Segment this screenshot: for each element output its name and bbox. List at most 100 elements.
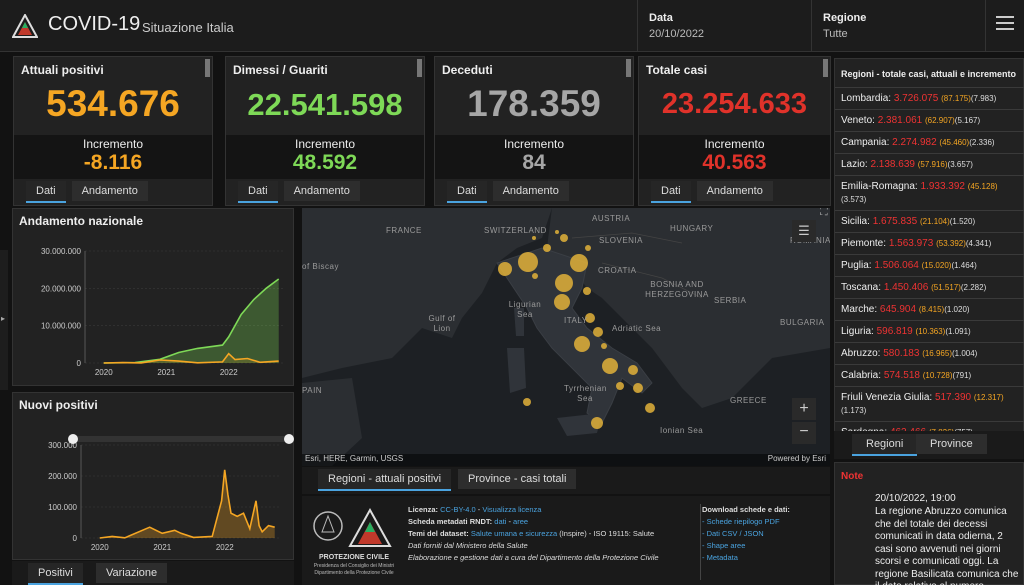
region-item[interactable]: Liguria: 596.819 (10.363)(1.091) bbox=[835, 320, 1024, 342]
region-item[interactable]: Sicilia: 1.675.835 (21.104)(1.520) bbox=[835, 210, 1024, 232]
region-name: Lazio: bbox=[841, 159, 868, 170]
region-attuali: (21.104) bbox=[919, 217, 950, 226]
tab-andamento[interactable]: Andamento bbox=[71, 181, 148, 201]
region-item[interactable]: Veneto: 2.381.061 (62.907)(5.167) bbox=[835, 109, 1024, 131]
region-attuali: (10.363) bbox=[915, 327, 946, 336]
map-powered-by[interactable]: Powered by Esri bbox=[767, 454, 826, 463]
region-select[interactable]: Tutte bbox=[823, 28, 848, 40]
x-tick-label: 2020 bbox=[95, 368, 113, 377]
scheda-dati-link[interactable]: dati bbox=[494, 517, 507, 526]
menu-icon[interactable] bbox=[996, 16, 1014, 32]
zoom-out-button[interactable]: − bbox=[792, 422, 816, 444]
tab-province-casi-totali[interactable]: Province - casi totali bbox=[458, 469, 577, 489]
logo-sub1: Presidenza del Consiglio dei Ministri bbox=[313, 563, 395, 569]
map-label-biscay: of Biscay bbox=[302, 262, 339, 271]
tab-andamento[interactable]: Andamento bbox=[283, 181, 360, 201]
map-label-ligurian-sea: Ligurian Sea bbox=[508, 300, 542, 319]
tab-andamento[interactable]: Andamento bbox=[492, 181, 569, 201]
regions-list[interactable]: Lombardia: 3.726.075 (87.175)(7.983) Vene… bbox=[835, 87, 1024, 443]
info-licenza: Licenza: CC-BY-4.0 - Visualizza licenza bbox=[408, 505, 542, 514]
region-name: Calabria: bbox=[841, 370, 882, 381]
tab-province[interactable]: Province bbox=[916, 434, 987, 454]
card-title: Attuali positivi bbox=[21, 63, 104, 77]
y-tick-label: 30.000.000 bbox=[41, 247, 82, 256]
region-increment: (2.282) bbox=[960, 283, 987, 292]
x-tick-label: 2022 bbox=[220, 368, 238, 377]
info-elaborazione: Elaborazione e gestione dati a cura del … bbox=[408, 553, 659, 562]
map-label-austria: AUSTRIA bbox=[592, 214, 631, 223]
region-attuali: (53.392) bbox=[936, 239, 966, 248]
region-total: 1.506.064 bbox=[874, 260, 919, 271]
tab-variazione[interactable]: Variazione bbox=[96, 563, 168, 583]
tab-dati[interactable]: Dati bbox=[447, 181, 487, 203]
tab-positivi[interactable]: Positivi bbox=[28, 563, 83, 585]
map-attribution-bar: Esri, HERE, Garmin, USGS Powered by Esri bbox=[302, 454, 830, 466]
region-total: 3.726.075 bbox=[893, 93, 939, 104]
card-attuali-positivi: Attuali positivi 534.676 Incremento -8.11… bbox=[13, 56, 213, 206]
map-label-serbia: SERBIA bbox=[714, 296, 747, 305]
card-scrollbar[interactable] bbox=[205, 59, 210, 77]
card-value: 178.359 bbox=[467, 83, 601, 124]
note-text: La regione Abruzzo comunica che del tota… bbox=[875, 506, 1019, 585]
region-name: Marche: bbox=[841, 304, 878, 315]
tab-dati[interactable]: Dati bbox=[651, 181, 691, 203]
y-tick-label: 300.000 bbox=[48, 441, 77, 450]
note-title: Note bbox=[841, 471, 864, 482]
chart-title: Nuovi positivi bbox=[19, 398, 98, 412]
tab-dati[interactable]: Dati bbox=[26, 181, 66, 203]
expand-icon[interactable]: ⛶ bbox=[820, 208, 828, 218]
region-attuali: (57.916) bbox=[917, 160, 948, 169]
increment-value: 48.592 bbox=[292, 151, 358, 174]
tab-regioni-attuali-positivi[interactable]: Regioni - attuali positivi bbox=[318, 469, 452, 491]
side-panel-handle[interactable]: ▸ bbox=[0, 250, 8, 390]
region-total: 2.381.061 bbox=[877, 115, 923, 126]
region-item[interactable]: Calabria: 574.518 (10.728)(791) bbox=[835, 364, 1024, 386]
scheda-aree-link[interactable]: aree bbox=[513, 517, 529, 526]
card-title: Dimessi / Guariti bbox=[233, 63, 328, 77]
chevron-right-icon[interactable]: ▸ bbox=[1, 314, 6, 323]
regions-title: Regioni - totale casi, attuali e increme… bbox=[841, 69, 1017, 79]
note-panel: Note 20/10/2022, 19:00 La regione Abruzz… bbox=[834, 462, 1024, 585]
card-value: 534.676 bbox=[46, 83, 180, 124]
tab-andamento[interactable]: Andamento bbox=[696, 181, 773, 201]
card-scrollbar[interactable] bbox=[823, 59, 828, 77]
region-item[interactable]: Marche: 645.904 (8.415)(1.020) bbox=[835, 298, 1024, 320]
increment-value: -8.116 bbox=[83, 151, 143, 174]
region-attuali: (16.965) bbox=[922, 349, 952, 358]
temi-link[interactable]: Salute umana e sicurezza bbox=[470, 529, 558, 538]
region-name: Veneto: bbox=[841, 115, 875, 126]
app-subtitle: Situazione Italia bbox=[142, 20, 234, 35]
tab-regioni[interactable]: Regioni bbox=[852, 434, 918, 456]
map-attribution: Esri, HERE, Garmin, USGS bbox=[305, 454, 404, 463]
chart-nuovi-positivi-svg[interactable]: 300.000 200.000 100.000 0 2020 2021 2022 bbox=[13, 393, 295, 561]
card-scrollbar[interactable] bbox=[626, 59, 631, 77]
card-scrollbar[interactable] bbox=[417, 59, 422, 77]
card-value: 22.541.598 bbox=[247, 87, 403, 122]
region-item[interactable]: Lombardia: 3.726.075 (87.175)(7.983) bbox=[835, 87, 1024, 109]
region-increment: (791) bbox=[952, 371, 972, 380]
region-attuali: (45.460) bbox=[939, 138, 970, 147]
visualizza-licenza-link[interactable]: Visualizza licenza bbox=[482, 505, 542, 514]
x-tick-label: 2020 bbox=[91, 543, 109, 552]
map-label-switzerland: SWITZERLAND bbox=[484, 226, 547, 235]
map-view[interactable]: FRANCE SWITZERLAND AUSTRIA HUNGARY SLOVE… bbox=[302, 208, 830, 466]
chart-andamento-nazionale-svg[interactable]: 30.000.000 20.000.000 10.000.000 0 2020 2021 2… bbox=[13, 209, 295, 387]
region-total: 596.819 bbox=[876, 326, 913, 337]
region-item[interactable]: Campania: 2.274.982 (45.460)(2.336) bbox=[835, 131, 1024, 153]
series-line bbox=[103, 278, 280, 364]
tab-dati[interactable]: Dati bbox=[238, 181, 278, 203]
map-label-bulgaria: BULGARIA bbox=[780, 318, 825, 327]
y-tick-label: 0 bbox=[73, 534, 78, 543]
date-value[interactable]: 20/10/2022 bbox=[649, 28, 705, 40]
region-item[interactable]: Piemonte: 1.563.973 (53.392)(4.341) bbox=[835, 232, 1024, 254]
zoom-in-button[interactable]: + bbox=[792, 398, 816, 420]
region-item[interactable]: Toscana: 1.450.406 (51.517)(2.282) bbox=[835, 276, 1024, 298]
region-item[interactable]: Lazio: 2.138.639 (57.916)(3.657) bbox=[835, 153, 1024, 175]
region-item[interactable]: Abruzzo: 580.183 (16.965)(1.004) bbox=[835, 342, 1024, 364]
region-item[interactable]: Emilia-Romagna: 1.933.392 (45.128) (3.573… bbox=[835, 175, 1024, 210]
licenza-link[interactable]: CC-BY-4.0 bbox=[440, 505, 476, 514]
legend-list-icon[interactable]: ☰ bbox=[792, 220, 816, 242]
region-item[interactable]: Friuli Venezia Giulia: 517.390 (12.317) (… bbox=[835, 386, 1024, 421]
region-item[interactable]: Puglia: 1.506.064 (15.020)(1.464) bbox=[835, 254, 1024, 276]
chart-nuovi-positivi: Nuovi positivi 300.000 200.000 100.000 0 202… bbox=[12, 392, 294, 560]
